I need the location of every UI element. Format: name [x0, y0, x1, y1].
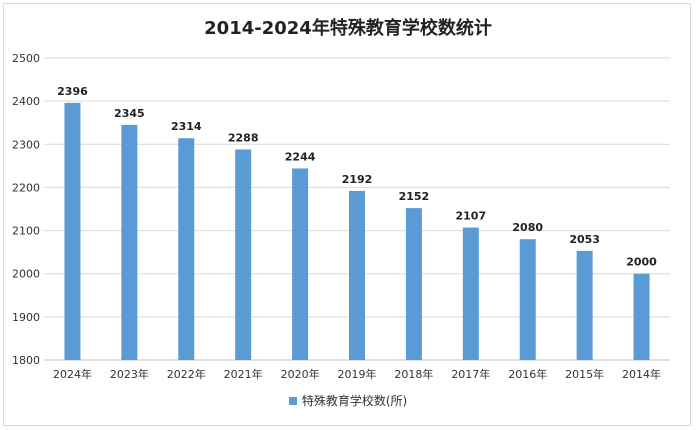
bar	[235, 149, 252, 360]
bar	[405, 208, 422, 360]
chart-frame	[3, 3, 691, 426]
data-label: 2107	[456, 210, 487, 223]
y-tick-label: 2000	[12, 268, 40, 281]
data-label: 2288	[228, 131, 259, 144]
bar	[633, 273, 650, 360]
bar	[519, 239, 536, 360]
bar	[576, 250, 593, 360]
y-tick-label: 2200	[12, 181, 40, 194]
bar	[121, 124, 138, 360]
data-label: 2244	[285, 150, 316, 163]
x-tick-label: 2024年	[53, 367, 92, 381]
data-label: 2396	[57, 85, 88, 98]
x-tick-label: 2019年	[338, 367, 377, 381]
data-label: 2000	[626, 256, 657, 269]
y-tick-label: 2100	[12, 225, 40, 238]
data-label: 2192	[342, 173, 373, 186]
x-tick-label: 2014年	[622, 367, 661, 381]
bar	[462, 227, 479, 360]
bar	[178, 138, 195, 360]
legend-label: 特殊教育学校数(所)	[301, 394, 408, 408]
y-tick-label: 1900	[12, 311, 40, 324]
x-tick-label: 2021年	[224, 367, 263, 381]
y-tick-label: 2400	[12, 95, 40, 108]
x-tick-label: 2018年	[394, 367, 433, 381]
y-tick-label: 2500	[12, 52, 40, 65]
chart-legend: 特殊教育学校数(所)	[0, 392, 696, 409]
x-tick-label: 2023年	[110, 367, 149, 381]
data-label: 2152	[399, 190, 430, 203]
bar	[64, 102, 81, 361]
data-label: 2053	[569, 233, 600, 246]
x-tick-label: 2015年	[565, 367, 604, 381]
legend-swatch	[288, 397, 297, 405]
y-tick-label: 2300	[12, 138, 40, 151]
bar	[292, 168, 309, 360]
bar	[349, 190, 365, 360]
x-tick-label: 2022年	[167, 367, 206, 381]
y-tick-label: 1800	[12, 354, 40, 367]
x-tick-label: 2017年	[451, 367, 490, 381]
data-label: 2345	[114, 107, 145, 120]
x-tick-label: 2020年	[281, 367, 320, 381]
chart-title: 2014-2024年特殊教育学校数统计	[204, 18, 492, 39]
data-label: 2080	[512, 221, 543, 234]
x-tick-label: 2016年	[508, 367, 547, 381]
data-label: 2314	[171, 120, 202, 133]
